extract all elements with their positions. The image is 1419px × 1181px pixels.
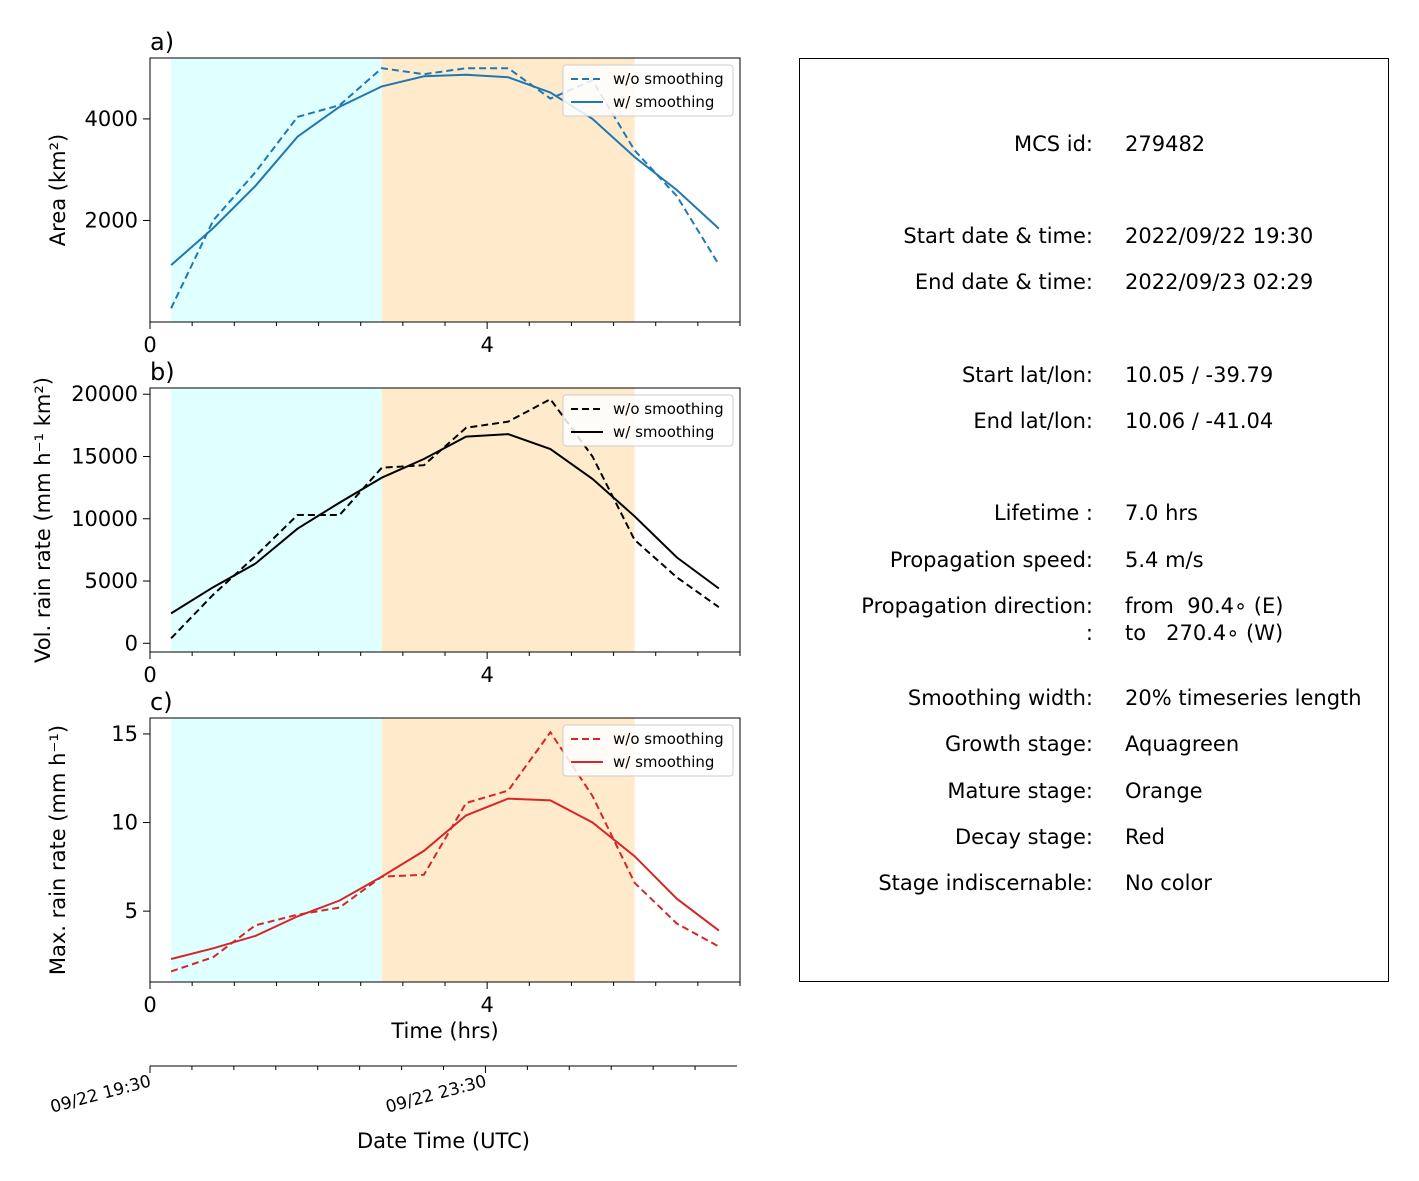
end-latlon-value: 10.06 / -41.04 bbox=[1125, 409, 1274, 433]
x-tick-label: 4 bbox=[480, 333, 493, 357]
propagation-speed-label: Propagation speed: bbox=[889, 548, 1093, 572]
y-axis-label: Vol. rain rate (mm h⁻¹ km²) bbox=[31, 377, 55, 663]
series-line-without-smoothing bbox=[170, 730, 720, 973]
propagation-direction-label: Propagation direction: bbox=[861, 594, 1093, 618]
area-panel: 0 4 2000 4000 a) Area (km²) w/o smoothing w/ sm… bbox=[46, 28, 741, 357]
legend-entry: w/o smoothing bbox=[613, 400, 724, 418]
legend-box bbox=[562, 724, 734, 777]
maxrain-panel: 0 4 5 10 15 c) Max. rain rate (mm h⁻¹) Time (hr… bbox=[46, 688, 741, 1043]
y-tick-label: 20000 bbox=[71, 382, 138, 406]
growth-stage-value: Aquagreen bbox=[1125, 732, 1240, 756]
y-tick-label: 4000 bbox=[85, 107, 138, 131]
propagation-direction-to: to 270.4∘ (W) bbox=[1125, 621, 1284, 645]
stage-indiscernable-value: No color bbox=[1125, 871, 1212, 895]
series-line-with-smoothing bbox=[170, 433, 720, 615]
lifetime-value: 7.0 hrs bbox=[1125, 501, 1198, 525]
stage-indiscernable-label: Stage indiscernable: bbox=[878, 871, 1093, 895]
date-axis-label: Date Time (UTC) bbox=[357, 1129, 530, 1153]
growth-stage-label: Growth stage: bbox=[944, 732, 1093, 756]
legend: w/o smoothing w/ smoothing bbox=[562, 64, 734, 117]
propagation-speed-value: 5.4 m/s bbox=[1125, 548, 1204, 572]
lifetime-label: Lifetime : bbox=[993, 501, 1093, 525]
x-tick-label: 4 bbox=[480, 993, 493, 1017]
decay-stage-value: Red bbox=[1125, 825, 1165, 849]
smoothing-width-value: 20% timeseries length bbox=[1125, 686, 1362, 710]
mcs-info-panel: MCS id: 279482 Start date & time: 2022/0… bbox=[799, 58, 1389, 982]
panel-label: b) bbox=[150, 358, 175, 386]
legend-box bbox=[562, 394, 734, 447]
y-tick-label: 5000 bbox=[85, 569, 138, 593]
series-line-with-smoothing bbox=[170, 797, 720, 960]
y-tick-label: 5 bbox=[125, 899, 138, 923]
panel-label: c) bbox=[150, 688, 173, 716]
start-time-label: Start date & time: bbox=[903, 224, 1093, 248]
x-tick-label: 4 bbox=[480, 663, 493, 687]
growth-stage-shading bbox=[171, 58, 382, 322]
legend-box bbox=[562, 64, 734, 117]
x-tick-label: 0 bbox=[143, 663, 156, 687]
mature-stage-label: Mature stage: bbox=[947, 779, 1093, 803]
mcs-id-value: 279482 bbox=[1125, 132, 1206, 156]
y-tick-label: 0 bbox=[125, 631, 138, 655]
y-tick-label: 2000 bbox=[85, 208, 138, 232]
legend-entry: w/ smoothing bbox=[613, 753, 714, 771]
end-time-value: 2022/09/23 02:29 bbox=[1125, 270, 1314, 294]
y-tick-label: 10 bbox=[111, 811, 138, 835]
legend-entry: w/o smoothing bbox=[613, 70, 724, 88]
x-axis-label: Time (hrs) bbox=[390, 1019, 498, 1043]
y-tick-label: 15 bbox=[111, 722, 138, 746]
end-time-label: End date & time: bbox=[914, 270, 1093, 294]
series-line-with-smoothing bbox=[170, 73, 720, 266]
propagation-direction-colon: : bbox=[1085, 621, 1093, 645]
start-latlon-label: Start lat/lon: bbox=[961, 363, 1093, 387]
decay-stage-label: Decay stage: bbox=[955, 825, 1093, 849]
start-time-value: 2022/09/22 19:30 bbox=[1125, 224, 1314, 248]
y-axis-label: Max. rain rate (mm h⁻¹) bbox=[46, 725, 70, 975]
growth-stage-shading bbox=[171, 718, 382, 982]
mcs-id-label: MCS id: bbox=[1013, 132, 1093, 156]
mature-stage-value: Orange bbox=[1125, 779, 1203, 803]
y-tick-label: 15000 bbox=[71, 444, 138, 468]
date-tick-label: 09/22 23:30 bbox=[384, 1072, 489, 1118]
series-line-without-smoothing bbox=[170, 397, 720, 639]
date-tick-label: 09/22 19:30 bbox=[48, 1072, 153, 1118]
start-latlon-value: 10.05 / -39.79 bbox=[1125, 363, 1274, 387]
y-axis-label: Area (km²) bbox=[46, 134, 70, 246]
date-time-axis: 09/22 19:30 09/22 23:30 Date Time (UTC) bbox=[48, 1065, 737, 1153]
x-tick-label: 0 bbox=[143, 993, 156, 1017]
legend: w/o smoothing w/ smoothing bbox=[562, 724, 734, 777]
panel-label: a) bbox=[150, 28, 174, 56]
legend-entry: w/o smoothing bbox=[613, 730, 724, 748]
end-latlon-label: End lat/lon: bbox=[973, 409, 1093, 433]
growth-stage-shading bbox=[171, 388, 382, 652]
legend-entry: w/ smoothing bbox=[613, 93, 714, 111]
legend: w/o smoothing w/ smoothing bbox=[562, 394, 734, 447]
volrain-panel: 0 4 0 5000 10000 15000 20000 b) Vol. rain rate (… bbox=[31, 358, 741, 687]
x-tick-label: 0 bbox=[143, 333, 156, 357]
smoothing-width-label: Smoothing width: bbox=[907, 686, 1093, 710]
legend-entry: w/ smoothing bbox=[613, 423, 714, 441]
propagation-direction-from: from 90.4∘ (E) bbox=[1125, 594, 1284, 618]
y-tick-label: 10000 bbox=[71, 507, 138, 531]
